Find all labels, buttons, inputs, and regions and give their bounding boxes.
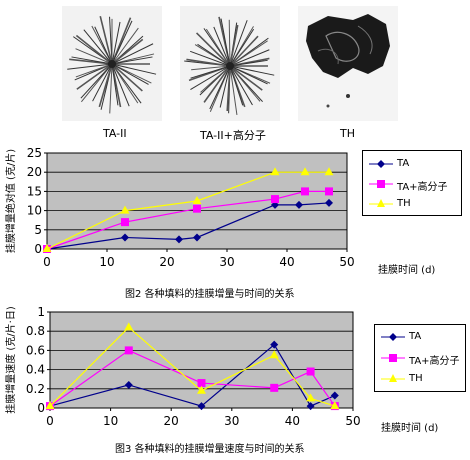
data-point — [193, 204, 201, 213]
data-point — [269, 350, 279, 359]
photo-ta2 — [62, 6, 162, 121]
photo-th — [298, 6, 398, 121]
data-point — [197, 385, 206, 394]
data-point — [193, 233, 201, 242]
x-tick-label: 30 — [219, 255, 234, 269]
data-point — [295, 200, 303, 209]
figure2-legend: TA TA+高分子 TH — [362, 150, 462, 216]
legend-label: TH — [409, 373, 423, 384]
data-point — [270, 340, 279, 349]
data-point — [124, 322, 134, 331]
x-tick-label: 20 — [159, 255, 174, 269]
photo-ta2-polymer — [180, 6, 280, 121]
y-axis-label: 挂膜增量绝对值 (克/片) — [4, 149, 17, 253]
data-point — [124, 346, 133, 355]
photo-label-ta2: TA-II — [103, 127, 127, 140]
dark-clump-filler-icon — [298, 6, 398, 121]
figure3-caption: 图3 各种填料的挂膜增量速度与时间的关系 — [115, 444, 305, 455]
data-point — [324, 167, 334, 176]
data-point — [271, 200, 279, 209]
x-tick-label: 20 — [164, 414, 179, 428]
y-tick-label: 10 — [27, 204, 42, 218]
x-axis-label: 挂膜时间 (d) — [381, 421, 438, 434]
data-point — [301, 187, 309, 196]
y-tick-label: 0 — [37, 401, 45, 415]
y-tick-label: 15 — [27, 184, 42, 198]
triangle-marker-icon — [381, 374, 405, 382]
data-point — [124, 380, 133, 389]
y-axis-label: 挂膜增量速度 (克/片·日) — [4, 306, 17, 414]
y-tick-label: 0.2 — [26, 382, 45, 396]
legend-label: TA+高分子 — [409, 356, 460, 367]
x-tick-label: 40 — [279, 255, 294, 269]
x-tick-label: 50 — [339, 255, 354, 269]
x-tick-label: 0 — [43, 255, 51, 269]
y-tick-label: 5 — [34, 223, 42, 237]
data-point — [197, 379, 206, 388]
x-tick-label: 30 — [224, 414, 239, 428]
data-point — [175, 235, 183, 244]
y-tick-label: 0.8 — [26, 324, 45, 338]
series-line — [46, 171, 329, 250]
data-point — [306, 367, 315, 376]
y-tick-label: 0.6 — [26, 343, 45, 357]
legend-label: TA — [397, 158, 410, 169]
radial-fiber-filler-polymer-icon — [180, 6, 280, 121]
data-point — [120, 205, 130, 214]
data-point — [121, 233, 129, 242]
x-axis-label: 挂膜时间 (d) — [378, 263, 435, 276]
series-line — [49, 326, 336, 407]
figure2-caption: 图2 各种填料的挂膜增量与时间的关系 — [125, 289, 295, 300]
data-point — [121, 218, 129, 227]
data-point — [306, 393, 316, 402]
series-line — [49, 349, 336, 407]
figure2-chart: 0 5 10 15 20 25 0 10 20 30 40 50 挂膜时间 (d) 挂膜增量绝对值 (克/… — [4, 146, 435, 276]
data-point — [325, 198, 333, 207]
data-point — [330, 401, 340, 410]
diamond-marker-icon — [369, 160, 393, 168]
data-point — [271, 195, 279, 204]
y-tick-label: 0.4 — [26, 363, 45, 377]
legend-label: TA — [409, 331, 422, 342]
data-point — [270, 383, 279, 392]
data-point — [300, 167, 310, 176]
x-tick-label: 10 — [103, 414, 118, 428]
data-point — [42, 244, 52, 252]
data-point — [330, 391, 339, 400]
series-line — [49, 343, 336, 407]
square-marker-icon — [369, 180, 393, 188]
x-tick-label: 0 — [46, 414, 54, 428]
x-tick-label: 10 — [99, 255, 114, 269]
data-point — [192, 196, 202, 204]
legend-label: TH — [397, 198, 411, 209]
data-point — [45, 401, 55, 410]
x-tick-label: 40 — [285, 414, 300, 428]
square-marker-icon — [381, 354, 405, 362]
figure3-legend: TA TA+高分子 TH — [374, 324, 466, 392]
data-point — [325, 187, 333, 196]
y-tick-label: 0 — [34, 242, 42, 256]
x-tick-label: 50 — [345, 414, 360, 428]
data-point — [197, 402, 206, 411]
photo-label-ta2-polymer: TA-II+高分子 — [200, 129, 266, 142]
y-tick-label: 20 — [27, 165, 42, 179]
triangle-marker-icon — [369, 199, 393, 207]
data-point — [306, 402, 315, 411]
data-point — [270, 167, 280, 176]
diamond-marker-icon — [381, 333, 405, 341]
y-tick-label: 1 — [37, 305, 45, 319]
y-tick-label: 25 — [27, 146, 42, 160]
legend-label: TA+高分子 — [397, 182, 448, 193]
radial-fiber-filler-icon — [62, 6, 162, 121]
photo-label-th: TH — [340, 127, 355, 140]
